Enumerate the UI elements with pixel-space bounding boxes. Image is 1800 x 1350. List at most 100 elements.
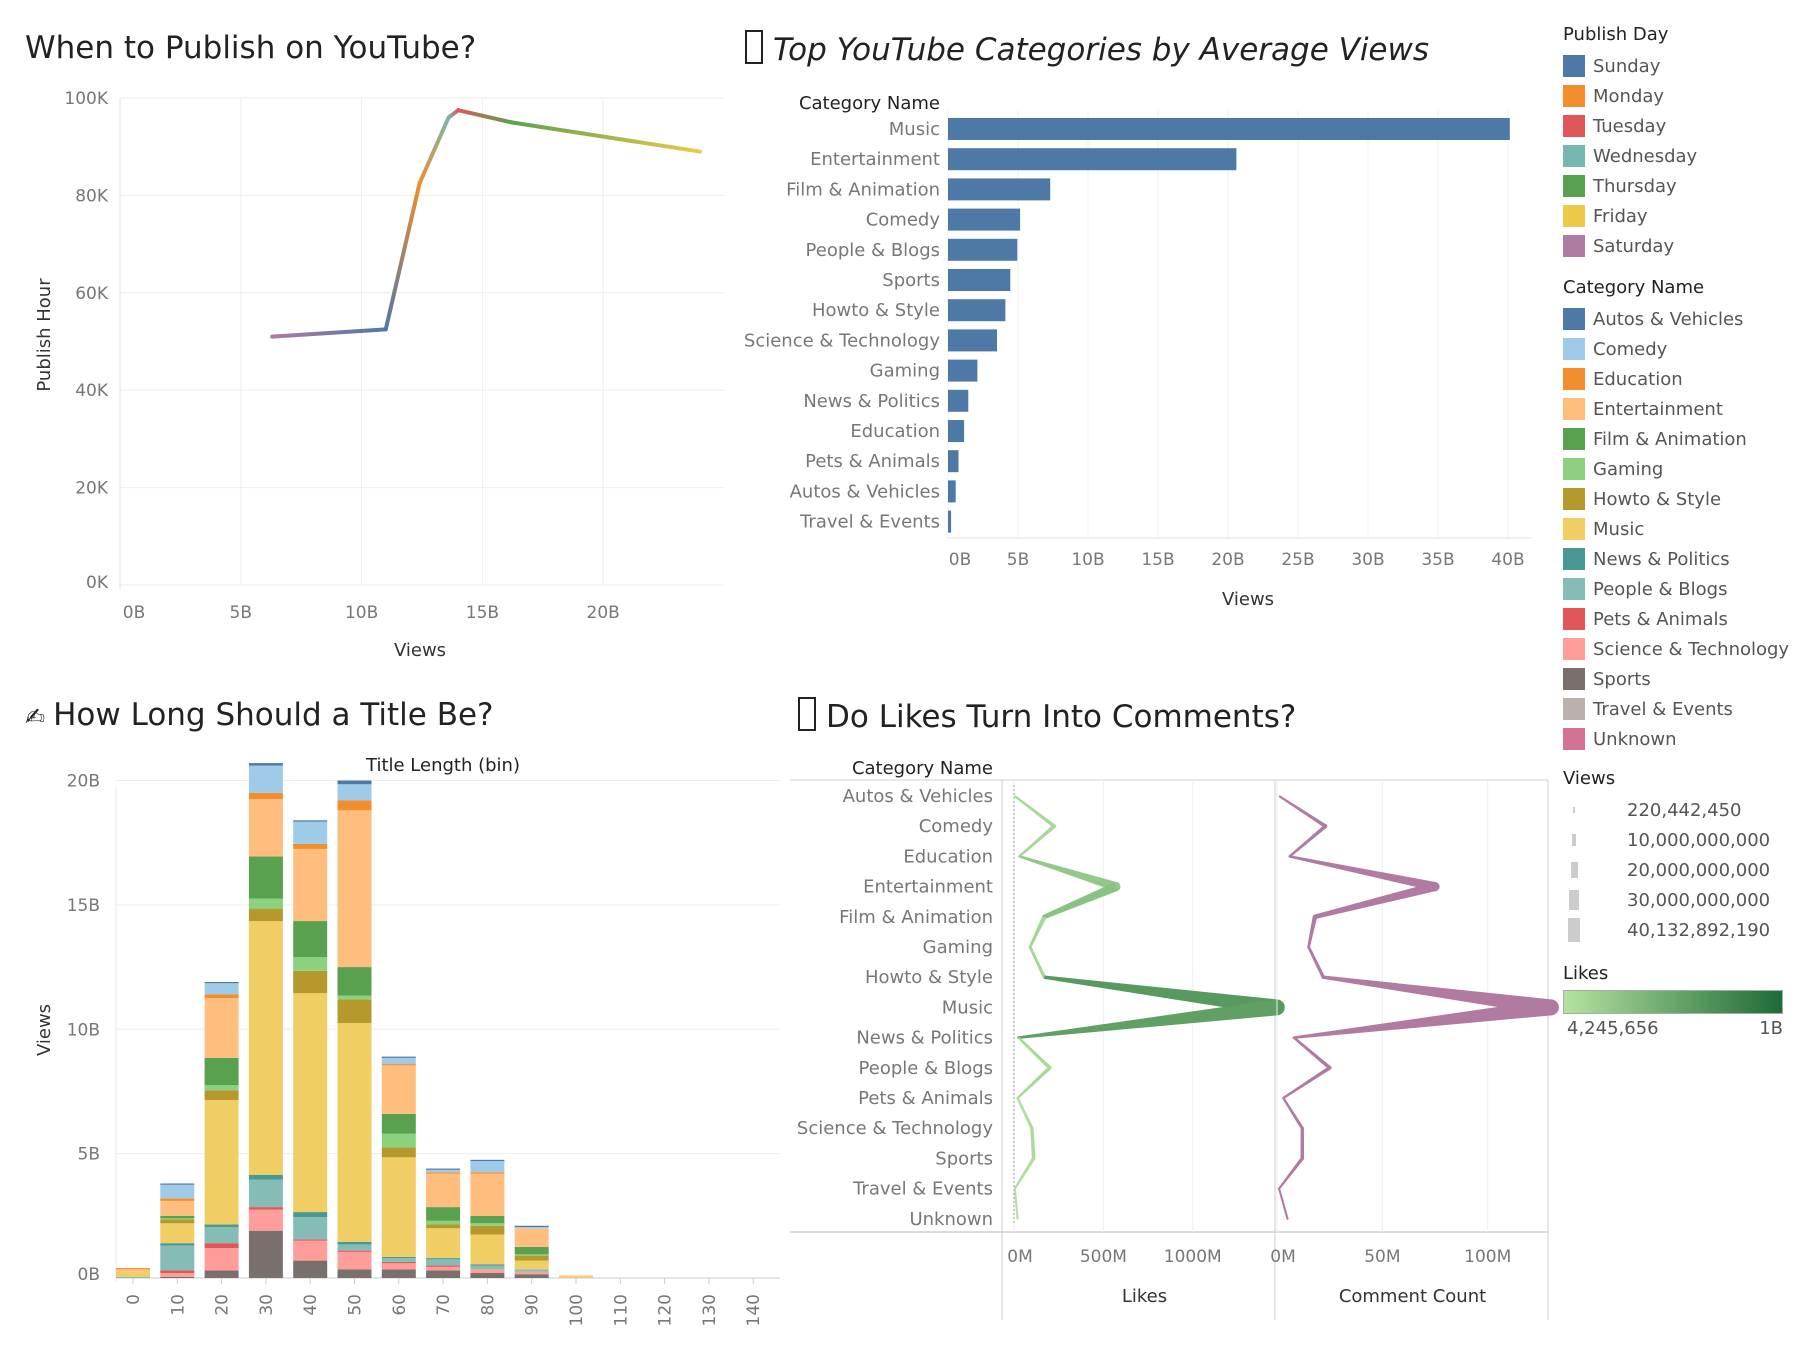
category-legend-item[interactable]: Entertainment [1563, 394, 1789, 424]
comments-x-tick-label: 0M [1270, 1247, 1295, 1267]
title-length-chart-title-text: How Long Should a Title Be? [53, 697, 494, 733]
category-bar [948, 510, 952, 533]
title-length-x-tick-label: 20 [213, 1294, 233, 1316]
publish-day-legend-item[interactable]: Monday [1563, 81, 1697, 111]
category-legend-item[interactable]: Travel & Events [1563, 694, 1789, 724]
publish-x-axis-title: Views [394, 640, 446, 661]
publish-day-legend-item[interactable]: Tuesday [1563, 111, 1697, 141]
category-legend-item[interactable]: News & Politics [1563, 544, 1789, 574]
categories-x-tick-label: 25B [1281, 550, 1314, 570]
likes-row-label: Gaming [923, 937, 993, 958]
category-legend-item[interactable]: Sports [1563, 664, 1789, 694]
category-legend-item[interactable]: Unknown [1563, 724, 1789, 754]
category-legend-item[interactable]: Comedy [1563, 334, 1789, 364]
publish-day-legend-swatch [1563, 55, 1585, 77]
stacked-bar-segment [337, 1251, 372, 1270]
publish-day-legend-swatch [1563, 145, 1585, 167]
stacked-bar-segment [426, 1173, 461, 1208]
publish-day-legend-item[interactable]: Sunday [1563, 51, 1697, 81]
title-length-x-tick-label: 110 [611, 1294, 631, 1326]
stacked-bar-segment [204, 1224, 239, 1228]
stacked-bar-segment [381, 1056, 416, 1058]
publish-day-legend-label: Thursday [1593, 175, 1677, 197]
views-size-mark-holder [1563, 862, 1585, 878]
stacked-bar-segment [337, 1244, 372, 1251]
category-row-label: Sports [882, 270, 940, 291]
category-legend-swatch [1563, 458, 1585, 480]
publish-day-legend-item[interactable]: Saturday [1563, 231, 1697, 261]
category-legend-item[interactable]: Pets & Animals [1563, 604, 1789, 634]
categories-x-tick-label: 5B [1007, 550, 1029, 570]
category-row-label: Film & Animation [786, 179, 940, 200]
stacked-bar-segment [160, 1183, 195, 1185]
publish-day-legend-item[interactable]: Thursday [1563, 171, 1697, 201]
comments-line-segment [1323, 975, 1552, 1016]
comments-line-segment [1307, 946, 1325, 978]
title-length-x-tick-label: 90 [523, 1294, 543, 1316]
category-legend-label: People & Blogs [1593, 578, 1728, 600]
stacked-bar-segment [381, 1065, 416, 1114]
category-legend-item[interactable]: Howto & Style [1563, 484, 1789, 514]
title-length-x-tick-label: 70 [434, 1294, 454, 1316]
stacked-bar-segment [337, 995, 372, 1000]
category-legend-item[interactable]: Film & Animation [1563, 424, 1789, 454]
comments-line-segment [1314, 882, 1437, 920]
categories-x-tick-label: 30B [1351, 550, 1384, 570]
stacked-bar-segment [293, 1217, 328, 1240]
stacked-bar-segment [337, 1250, 372, 1252]
stacked-bar-segment [248, 1207, 283, 1210]
publish-chart-title: When to Publish on YouTube? [25, 30, 477, 66]
category-legend-item[interactable]: Gaming [1563, 454, 1789, 484]
category-bar [948, 329, 997, 352]
category-bar [948, 359, 978, 382]
category-bar [948, 208, 1021, 231]
likes-row-label: People & Blogs [859, 1058, 993, 1079]
publish-day-legend-label: Friday [1593, 205, 1648, 227]
category-bar [948, 269, 1011, 291]
stacked-bar-segment [337, 810, 372, 968]
category-legend-item[interactable]: Music [1563, 514, 1789, 544]
stacked-bar-segment [248, 921, 283, 1175]
views-size-mark [1571, 834, 1577, 846]
category-row-label: Gaming [870, 361, 940, 382]
stacked-bar-segment [204, 994, 239, 999]
publish-y-tick-label: 80K [75, 186, 109, 206]
publish-y-tick-label: 0K [86, 573, 109, 593]
comments-line-segment [1293, 1036, 1331, 1070]
stacked-bar-segment [426, 1168, 461, 1170]
category-legend-label: Pets & Animals [1593, 608, 1728, 630]
category-row-label: Pets & Animals [805, 451, 940, 472]
likes-x-tick-label: 1000M [1164, 1247, 1222, 1267]
stacked-bar-segment [470, 1172, 505, 1174]
categories-chart-title-text: Top YouTube Categories by Average Views [773, 32, 1430, 68]
category-legend-item[interactable]: Education [1563, 364, 1789, 394]
category-legend-swatch [1563, 548, 1585, 570]
category-bar [948, 450, 959, 473]
views-size-mark-holder [1563, 834, 1585, 846]
comments-line-segment [1278, 795, 1327, 828]
title-length-x-tick-label: 80 [478, 1294, 498, 1316]
category-row-label: Music [889, 119, 940, 140]
stacked-bar-segment [337, 1023, 372, 1242]
stacked-bar-segment [381, 1269, 416, 1278]
views-legend-header: Views [1563, 768, 1616, 789]
category-legend-swatch [1563, 668, 1585, 690]
categories-x-tick-label: 10B [1071, 550, 1104, 570]
publish-line-segment [270, 327, 388, 339]
category-legend-item[interactable]: Science & Technology [1563, 634, 1789, 664]
views-size-mark-holder [1563, 918, 1585, 942]
stacked-bar-segment [160, 1184, 195, 1199]
category-legend-item[interactable]: Autos & Vehicles [1563, 304, 1789, 334]
category-legend-swatch [1563, 518, 1585, 540]
stacked-bar-segment [426, 1266, 461, 1271]
publish-day-legend-item[interactable]: Wednesday [1563, 141, 1697, 171]
stacked-bar-segment [426, 1220, 461, 1225]
publish-day-legend-item[interactable]: Friday [1563, 201, 1697, 231]
stacked-bar-segment [337, 800, 372, 811]
category-legend-item[interactable]: People & Blogs [1563, 574, 1789, 604]
views-size-mark [1569, 890, 1579, 910]
stacked-bar-segment [293, 1239, 328, 1241]
stacked-bar-segment [426, 1265, 461, 1267]
stacked-bar-segment [116, 1269, 150, 1272]
stacked-bar-segment [470, 1173, 505, 1216]
